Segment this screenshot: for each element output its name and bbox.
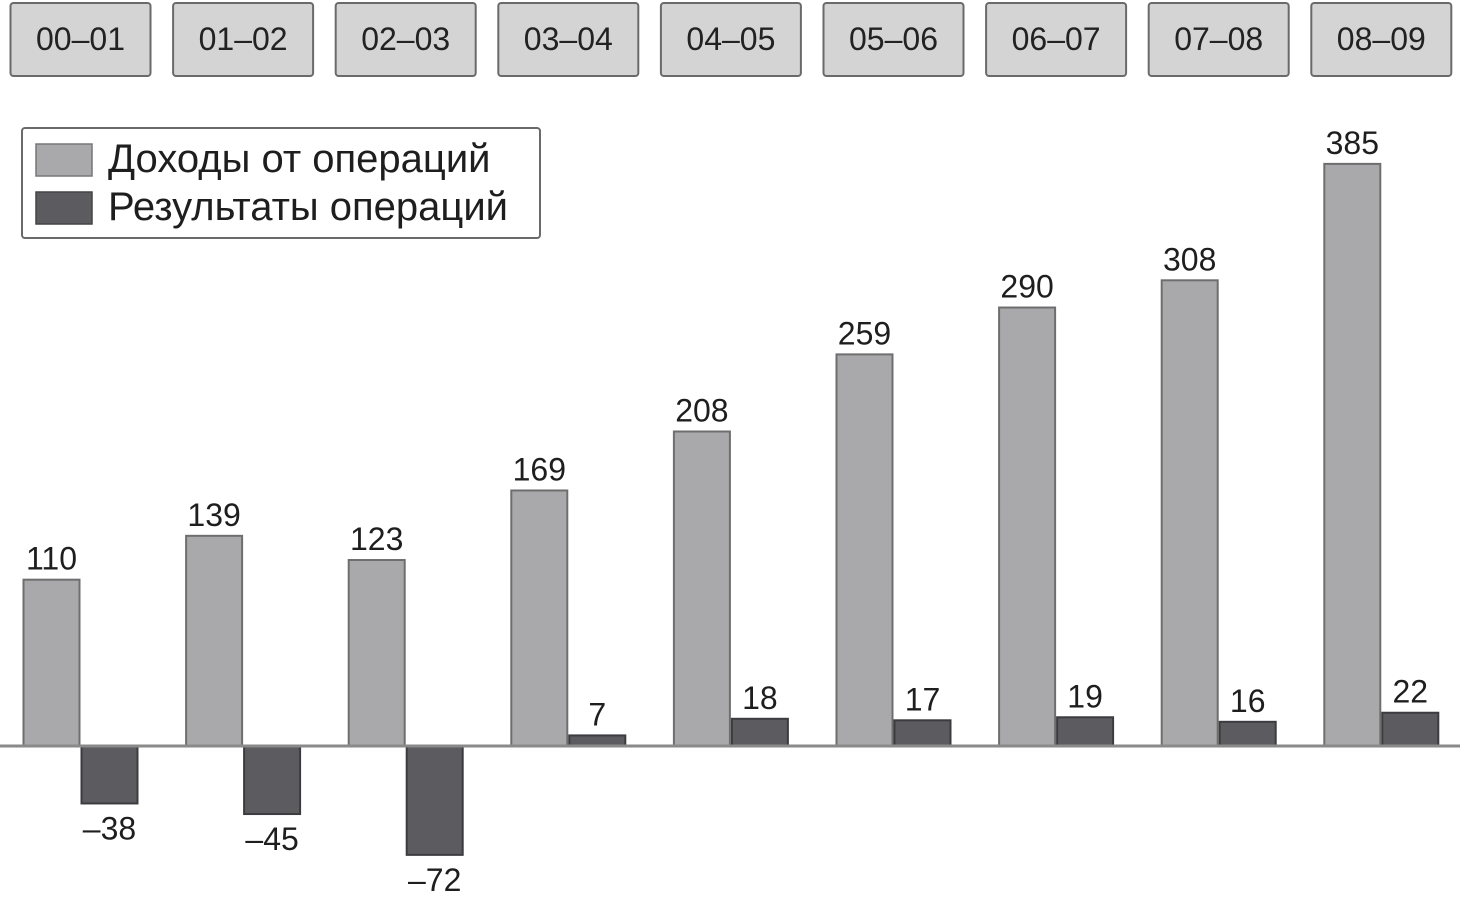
- category-label: 04–05: [686, 21, 775, 57]
- category-label: 03–04: [524, 21, 613, 57]
- category-box-frame: [497, 2, 640, 77]
- category-label: 01–02: [199, 21, 288, 57]
- bar-revenue: [835, 353, 894, 747]
- category-box-frame: [985, 2, 1128, 77]
- value-labels-group: 110 –38 139 –45 123 –72 169 7 208 18 259 17 290 19 308…: [26, 125, 1428, 898]
- legend-swatch-results: [35, 191, 93, 225]
- category-box: 03–04: [497, 2, 640, 77]
- bar-results: [405, 745, 464, 856]
- bar-revenue: [510, 489, 569, 747]
- category-box: 00–01: [9, 2, 152, 77]
- bar-revenue: [1323, 162, 1382, 747]
- data-label-revenue: 169: [513, 451, 566, 487]
- bar-results: [730, 717, 789, 747]
- category-box-frame: [9, 2, 152, 77]
- category-box-frame: [822, 2, 965, 77]
- category-box: 01–02: [172, 2, 315, 77]
- data-label-revenue: 123: [350, 521, 403, 557]
- legend-label-results: Результаты операций: [108, 185, 508, 229]
- data-label-revenue: 139: [187, 497, 240, 533]
- data-label-results: 17: [905, 681, 941, 717]
- bar-results: [243, 745, 302, 816]
- data-label-results: 19: [1067, 678, 1103, 714]
- bar-results: [1056, 716, 1115, 747]
- category-label: 05–06: [849, 21, 938, 57]
- bar-results: [1381, 711, 1440, 748]
- data-label-revenue: 259: [838, 315, 891, 351]
- category-box-frame: [334, 2, 477, 77]
- category-box: 08–09: [1310, 2, 1453, 77]
- data-label-results: 18: [742, 680, 778, 716]
- bar-results: [568, 734, 627, 748]
- data-label-results: 22: [1393, 674, 1429, 710]
- data-label-revenue: 290: [1000, 269, 1053, 305]
- category-label: 07–08: [1174, 21, 1263, 57]
- legend: Доходы от операций Результаты операций: [21, 127, 541, 239]
- data-label-results: 16: [1230, 683, 1266, 719]
- category-box-frame: [172, 2, 315, 77]
- category-box-frame: [1310, 2, 1453, 77]
- category-box-frame: [659, 2, 802, 77]
- bar-revenue: [672, 430, 731, 747]
- bars-group: [22, 162, 1440, 856]
- data-label-revenue: 208: [675, 393, 728, 429]
- category-box-frame: [1147, 2, 1290, 77]
- bar-revenue: [1160, 279, 1219, 747]
- legend-label-revenue: Доходы от операций: [108, 137, 491, 181]
- category-box: 04–05: [659, 2, 802, 77]
- bar-revenue: [185, 534, 244, 747]
- category-box: 06–07: [985, 2, 1128, 77]
- category-label: 08–09: [1337, 21, 1426, 57]
- data-label-results: –38: [83, 810, 136, 846]
- category-label: 02–03: [361, 21, 450, 57]
- data-label-results: –45: [245, 821, 298, 857]
- legend-frame: [21, 127, 541, 239]
- category-label: 06–07: [1012, 21, 1101, 57]
- bar-results: [80, 745, 139, 805]
- data-label-results: 7: [588, 696, 606, 732]
- bar-results: [893, 719, 952, 748]
- bar-revenue: [22, 578, 81, 747]
- category-label: 00–01: [36, 21, 125, 57]
- bar-revenue: [998, 306, 1057, 747]
- data-label-revenue: 385: [1326, 125, 1379, 161]
- legend-swatch-revenue: [35, 143, 93, 177]
- category-box: 07–08: [1147, 2, 1290, 77]
- data-label-revenue: 308: [1163, 241, 1216, 277]
- data-label-results: –72: [408, 862, 461, 898]
- bar-revenue: [347, 559, 406, 747]
- data-label-revenue: 110: [26, 541, 77, 577]
- category-box: 05–06: [822, 2, 965, 77]
- category-header-row: 00–01 01–02 02–03 03–04 04–05 05–06 06–07 07–08…: [9, 2, 1453, 77]
- category-box: 02–03: [334, 2, 477, 77]
- bar-results: [1218, 720, 1277, 747]
